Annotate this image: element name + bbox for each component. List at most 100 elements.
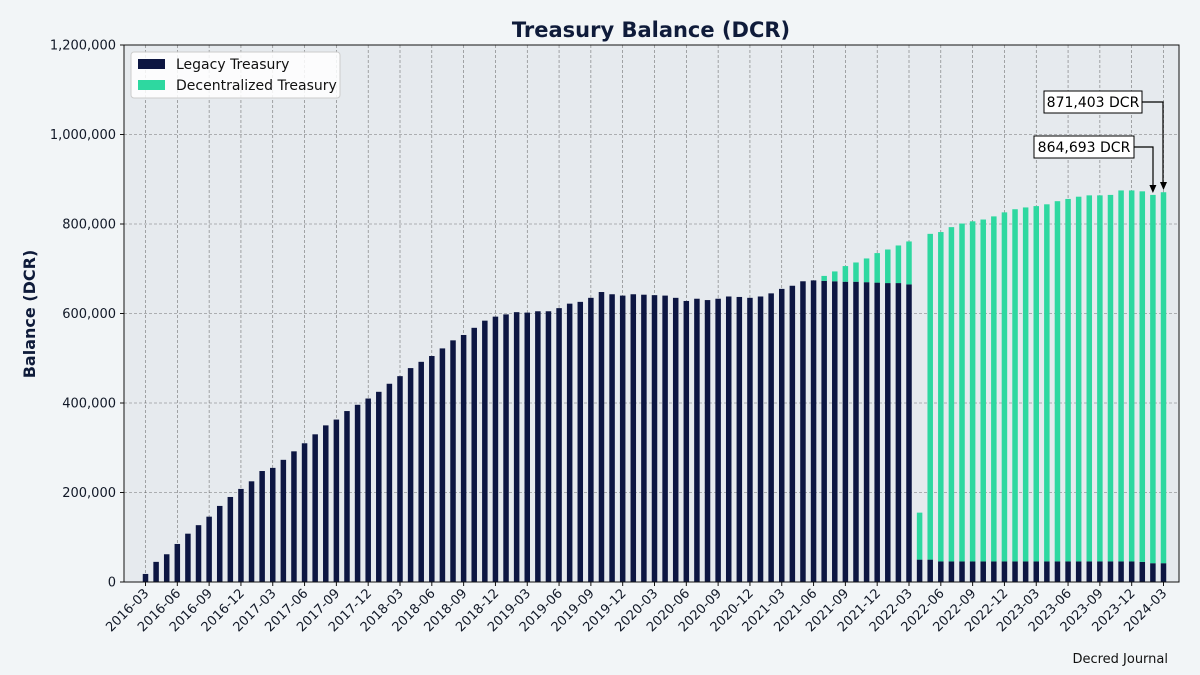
bar-decentralized-2022-04 xyxy=(916,512,923,560)
bar-legacy-2019-01 xyxy=(503,314,509,582)
bar-legacy-2017-05 xyxy=(291,451,297,582)
bar-legacy-2017-09 xyxy=(333,419,340,582)
bar-decentralized-2022-06 xyxy=(938,232,944,562)
bar-decentralized-2021-12 xyxy=(874,253,880,283)
bar-legacy-2023-08 xyxy=(1086,561,1093,582)
bar-decentralized-2022-07 xyxy=(948,227,955,562)
annotation-label: 864,693 DCR xyxy=(1038,140,1131,156)
bar-legacy-2018-11 xyxy=(482,320,488,582)
bar-legacy-2021-01 xyxy=(757,296,764,582)
bar-legacy-2022-03 xyxy=(906,284,912,582)
bar-legacy-2016-07 xyxy=(185,533,191,582)
bar-legacy-2022-04 xyxy=(916,559,923,582)
bar-decentralized-2021-07 xyxy=(821,275,827,281)
bar-legacy-2018-09 xyxy=(460,334,467,582)
bar-legacy-2023-05 xyxy=(1054,561,1061,582)
bar-legacy-2022-11 xyxy=(991,561,997,582)
annotation-box xyxy=(1043,90,1143,114)
x-axis-ticks: 2016-032016-062016-092016-122017-032017-… xyxy=(103,582,1170,635)
y-tick-label: 0 xyxy=(108,576,116,591)
y-axis-ticks: 0 200,000 400,000 600,000 800,000 1,000,000 1,… xyxy=(50,39,124,591)
y-tick-label: 1,200,000 xyxy=(50,39,116,54)
bar-legacy-2020-11 xyxy=(736,296,743,582)
bar-decentralized-2022-11 xyxy=(991,216,997,562)
y-axis-label: Balance (DCR) xyxy=(20,250,39,379)
bar-decentralized-2022-03 xyxy=(906,241,912,285)
bar-decentralized-2021-08 xyxy=(832,271,838,282)
bar-legacy-2023-12 xyxy=(1128,561,1135,582)
annotation-box xyxy=(1033,135,1135,159)
bar-legacy-2018-07 xyxy=(439,348,446,582)
bar-decentralized-2022-05 xyxy=(927,233,933,560)
bar-series xyxy=(142,190,1167,582)
annotation-arrowhead xyxy=(1149,185,1157,194)
bar-legacy-2021-09 xyxy=(842,281,849,582)
credit-text: Decred Journal xyxy=(1072,652,1168,667)
bar-legacy-2023-06 xyxy=(1065,561,1071,582)
bar-legacy-2023-09 xyxy=(1097,561,1103,582)
bar-legacy-2022-06 xyxy=(938,561,944,582)
y-tick-label: 400,000 xyxy=(62,397,116,412)
bar-legacy-2023-01 xyxy=(1012,561,1018,582)
bar-legacy-2019-09 xyxy=(588,297,594,582)
bar-legacy-2016-10 xyxy=(216,505,223,582)
bar-legacy-2016-09 xyxy=(206,516,212,582)
bar-decentralized-2021-09 xyxy=(842,266,849,282)
legend-label-decentralized: Decentralized Treasury xyxy=(176,78,337,94)
bar-legacy-2020-01 xyxy=(630,294,637,582)
bar-decentralized-2023-04 xyxy=(1044,204,1050,562)
annotation-leader xyxy=(1134,146,1154,188)
bar-legacy-2017-06 xyxy=(301,443,308,582)
bar-decentralized-2022-10 xyxy=(980,219,986,562)
bar-legacy-2016-05 xyxy=(163,554,170,582)
bar-decentralized-2023-10 xyxy=(1107,194,1114,562)
bar-legacy-2017-03 xyxy=(270,467,276,582)
annotation-arrowhead xyxy=(1160,182,1167,191)
bar-legacy-2019-06 xyxy=(556,308,562,582)
bar-legacy-2018-02 xyxy=(386,383,393,582)
bar-decentralized-2023-12 xyxy=(1128,190,1135,562)
bar-legacy-2021-12 xyxy=(874,282,880,582)
bar-legacy-2024-02 xyxy=(1150,563,1156,582)
bar-legacy-2017-07 xyxy=(312,434,318,582)
bar-decentralized-2023-07 xyxy=(1075,196,1082,562)
bar-legacy-2024-01 xyxy=(1139,561,1146,582)
bar-decentralized-2022-01 xyxy=(885,249,891,284)
bar-decentralized-2023-11 xyxy=(1118,190,1124,562)
bar-legacy-2018-08 xyxy=(450,340,456,582)
bar-decentralized-2021-11 xyxy=(863,258,870,283)
bar-legacy-2020-03 xyxy=(651,295,658,582)
bar-legacy-2021-06 xyxy=(810,280,817,582)
bar-legacy-2023-10 xyxy=(1107,561,1114,582)
y-tick-label: 800,000 xyxy=(62,218,116,233)
bar-legacy-2016-12 xyxy=(238,488,244,582)
bar-decentralized-2024-02 xyxy=(1150,194,1156,564)
legend-swatch-decentralized xyxy=(138,80,165,90)
bar-legacy-2018-12 xyxy=(492,316,499,582)
bar-decentralized-2023-03 xyxy=(1033,206,1039,562)
bar-legacy-2019-12 xyxy=(619,295,626,582)
bar-legacy-2019-11 xyxy=(609,294,615,582)
bar-legacy-2019-07 xyxy=(566,303,573,582)
annotation-leader xyxy=(1142,101,1164,185)
legend-label-legacy: Legacy Treasury xyxy=(176,57,289,73)
bar-legacy-2018-10 xyxy=(471,327,477,582)
bar-decentralized-2022-09 xyxy=(969,221,976,562)
bar-legacy-2022-01 xyxy=(885,283,891,582)
bar-decentralized-2023-06 xyxy=(1065,198,1071,562)
bar-legacy-2016-06 xyxy=(174,543,181,582)
bar-decentralized-2024-03 xyxy=(1160,192,1167,564)
bar-legacy-2017-12 xyxy=(365,398,371,582)
bar-legacy-2021-05 xyxy=(800,281,806,582)
bar-decentralized-2021-10 xyxy=(853,262,859,282)
bar-legacy-2021-04 xyxy=(789,285,796,582)
bar-legacy-2018-05 xyxy=(418,361,424,582)
bar-legacy-2020-09 xyxy=(715,298,721,582)
bar-legacy-2016-04 xyxy=(153,561,159,582)
bar-legacy-2017-04 xyxy=(280,459,287,582)
bar-decentralized-2023-05 xyxy=(1054,201,1061,562)
bar-legacy-2020-06 xyxy=(683,300,690,582)
bar-legacy-2022-02 xyxy=(895,283,902,582)
bar-legacy-2020-04 xyxy=(662,295,668,582)
